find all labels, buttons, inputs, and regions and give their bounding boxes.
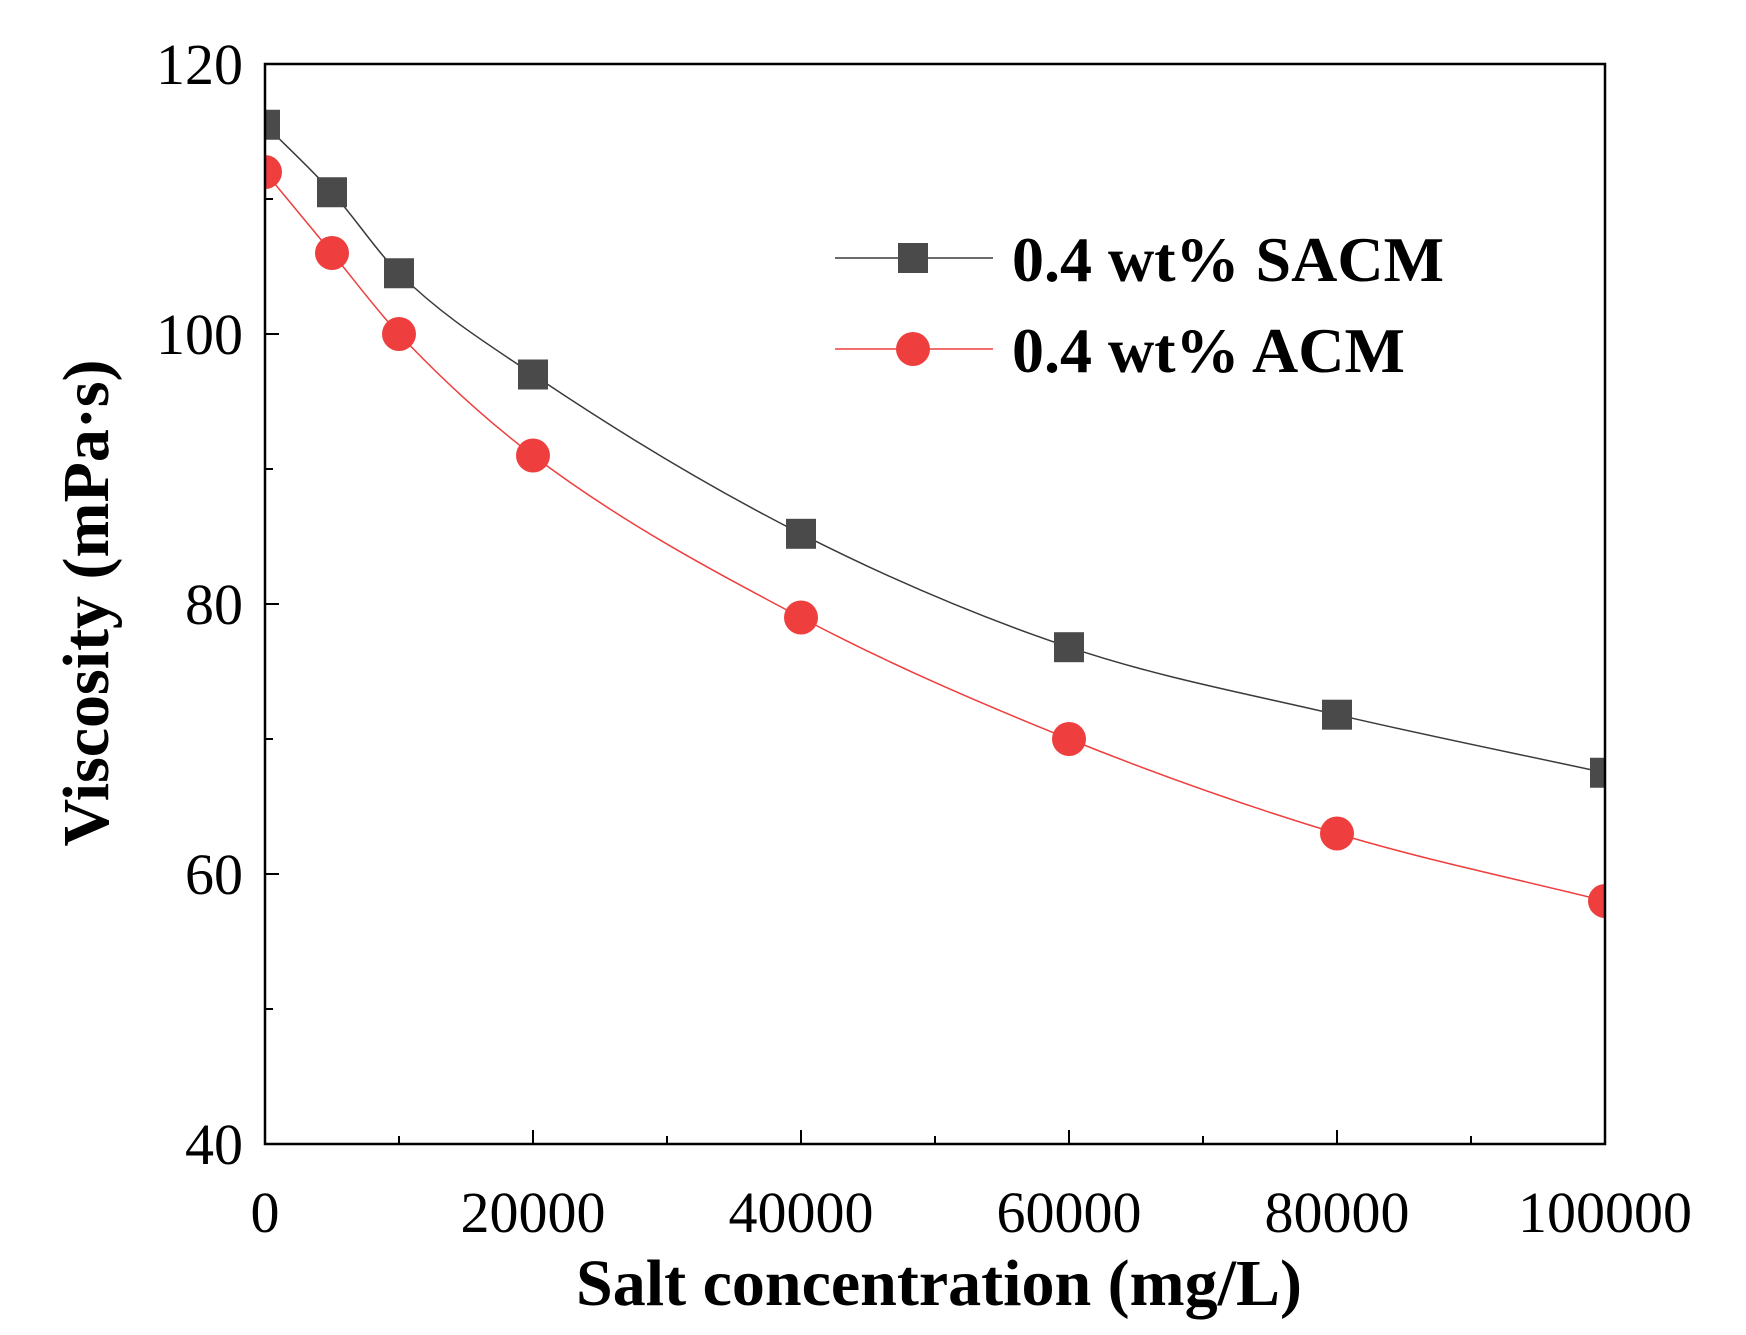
plot-layer [265, 109, 1605, 918]
data-point-acm-4 [784, 600, 818, 635]
x-tick-label-1: 20000 [461, 1180, 606, 1245]
data-point-sacm-0 [265, 109, 280, 140]
x-tick-label-4: 80000 [1265, 1180, 1410, 1245]
axes-layer: 0 20000 40000 60000 80000 100000 40 60 80 100 120 [156, 32, 1692, 1245]
data-point-sacm-5 [1054, 632, 1084, 663]
data-point-acm-2 [382, 317, 416, 351]
x-axis-title: Salt concentration (mg/L) [576, 1247, 1302, 1320]
x-tick-label-2: 40000 [729, 1180, 874, 1245]
x-tick-label-5: 100000 [1518, 1180, 1692, 1245]
x-tick-label-0: 0 [251, 1180, 280, 1245]
data-point-acm-5 [1052, 722, 1086, 756]
x-tick-label-3: 60000 [997, 1180, 1142, 1245]
data-point-acm-1 [315, 236, 349, 270]
legend-marker-acm [896, 332, 930, 366]
legend-label-acm: 0.4 wt% ACM [1012, 315, 1405, 386]
legend-marker-sacm [898, 243, 928, 273]
y-tick-label-4: 120 [156, 32, 243, 97]
data-point-sacm-1 [317, 177, 347, 208]
legend: 0.4 wt% SACM 0.4 wt% ACM [835, 224, 1444, 386]
y-tick-label-0: 40 [185, 1112, 243, 1177]
data-point-acm-3 [516, 438, 550, 473]
series-line-0 [265, 124, 1605, 774]
data-point-sacm-4 [786, 518, 816, 549]
y-axis-title: Viscosity (mPa·s) [50, 360, 123, 847]
data-point-sacm-3 [518, 359, 548, 390]
data-point-sacm-2 [384, 258, 414, 289]
y-tick-label-1: 60 [185, 842, 243, 907]
data-point-acm-7 [1588, 884, 1605, 918]
data-point-sacm-6 [1322, 699, 1352, 730]
y-tick-label-2: 80 [185, 572, 243, 637]
data-point-acm-6 [1320, 816, 1354, 851]
plot-area [265, 109, 1605, 918]
legend-label-sacm: 0.4 wt% SACM [1012, 224, 1444, 295]
data-point-acm-0 [265, 155, 282, 189]
y-tick-label-3: 100 [156, 302, 243, 367]
data-point-sacm-7 [1590, 757, 1605, 788]
